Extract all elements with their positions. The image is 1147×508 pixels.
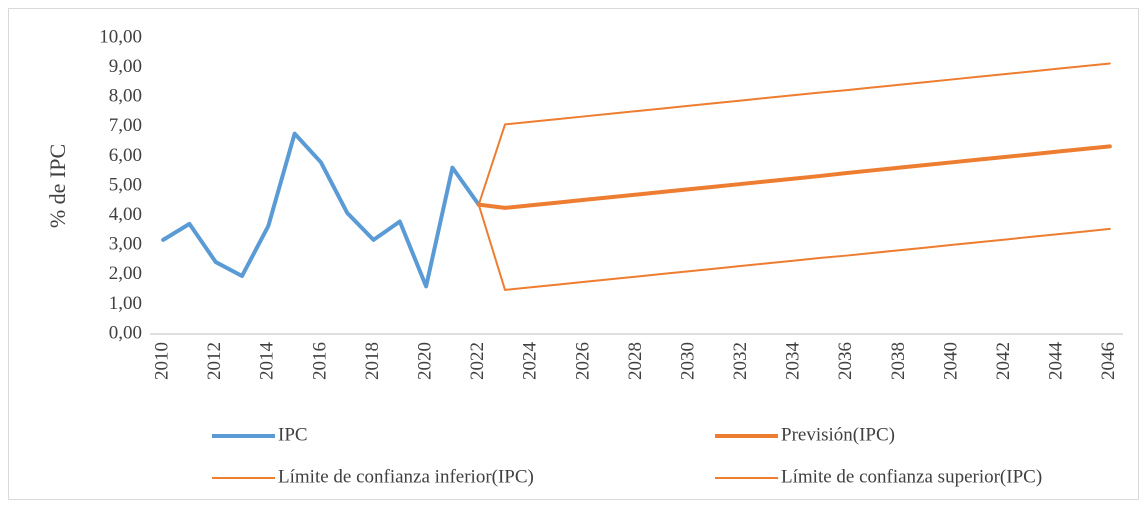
chart-frame (8, 8, 1139, 500)
y-tick-label: 2,00 (109, 263, 142, 284)
y-tick-label: 6,00 (109, 145, 142, 166)
x-tick-label: 2026 (572, 342, 593, 380)
line-series (477, 203, 1111, 291)
y-tick-label: 4,00 (109, 204, 142, 225)
y-axis-label: % de IPC (45, 144, 70, 228)
line-series (476, 144, 1112, 210)
x-tick-label: 2018 (362, 342, 383, 380)
line-series (477, 62, 1111, 206)
x-tick-label: 2022 (467, 342, 488, 380)
y-tick-label: 10,00 (99, 26, 142, 47)
legend-label: IPC (278, 424, 308, 445)
x-tick-label: 2036 (835, 342, 856, 380)
x-tick-label: 2034 (783, 342, 804, 381)
y-tick-label: 5,00 (109, 174, 142, 195)
x-tick-label: 2032 (730, 342, 751, 380)
legend-label: Límite de confianza superior(IPC) (781, 466, 1042, 487)
x-tick-label: 2012 (204, 342, 225, 380)
y-tick-label: 3,00 (109, 234, 142, 255)
x-tick-label: 2042 (993, 342, 1014, 380)
y-tick-label: 0,00 (109, 322, 142, 343)
y-tick-label: 1,00 (109, 293, 142, 314)
x-tick-label: 2046 (1098, 342, 1119, 380)
x-tick-label: 2024 (520, 342, 541, 381)
x-tick-label: 2044 (1046, 342, 1067, 381)
x-tick-label: 2016 (309, 342, 330, 380)
x-tick-label: 2028 (625, 342, 646, 380)
legend-label: Límite de confianza inferior(IPC) (278, 466, 534, 487)
x-tick-label: 2030 (677, 342, 698, 380)
y-tick-label: 9,00 (109, 56, 142, 77)
line-series (161, 131, 481, 289)
legend-label: Previsión(IPC) (781, 424, 895, 445)
x-tick-label: 2010 (152, 342, 173, 380)
y-tick-label: 7,00 (109, 115, 142, 136)
x-tick-label: 2040 (940, 342, 961, 380)
x-tick-label: 2014 (257, 342, 278, 381)
x-tick-label: 2038 (888, 342, 909, 380)
y-tick-label: 8,00 (109, 86, 142, 107)
x-tick-label: 2020 (414, 342, 435, 380)
